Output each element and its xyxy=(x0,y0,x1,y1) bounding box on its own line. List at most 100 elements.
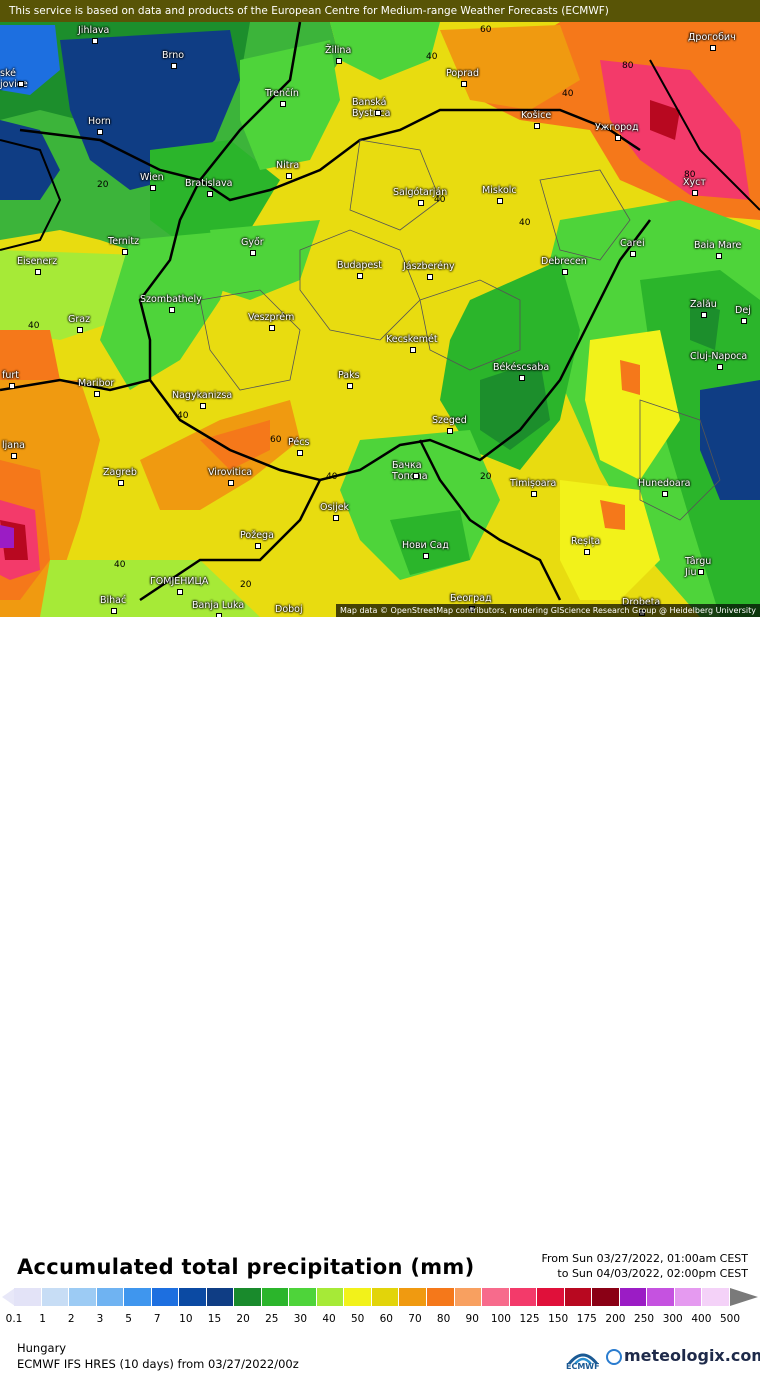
meteologix-logo[interactable]: meteologix.com xyxy=(608,1346,760,1365)
colorbar-swatch xyxy=(592,1288,620,1306)
colorbar-tick-label: 5 xyxy=(125,1313,132,1325)
city-label: Târgu Jiu xyxy=(685,556,715,578)
contour-label: 40 xyxy=(28,321,40,331)
contour-label: 40 xyxy=(114,560,126,570)
colorbar-tick-label: 80 xyxy=(436,1313,451,1325)
colorbar-tick-label: 200 xyxy=(605,1313,626,1325)
colorbar-swatch xyxy=(454,1288,483,1306)
city-label: Carei xyxy=(620,238,645,257)
colorbar-tick-label: 100 xyxy=(490,1313,511,1325)
city-label: ljana xyxy=(2,440,25,459)
city-label: Wien xyxy=(140,172,164,191)
city-label: Zagreb xyxy=(103,467,137,486)
city-label: Doboj xyxy=(275,604,303,615)
contour-label: 40 xyxy=(326,472,338,482)
colorbar-tick-label: 90 xyxy=(465,1313,479,1325)
colorbar-tick-label: 40 xyxy=(322,1313,336,1325)
city-label: Požega xyxy=(240,530,274,549)
forecast-period: From Sun 03/27/2022, 01:00am CEST to Sun… xyxy=(541,1251,748,1281)
colorbar-max-arrow xyxy=(730,1288,758,1306)
colorbar-swatch xyxy=(316,1288,345,1306)
colorbar-tick-label: 30 xyxy=(293,1313,308,1325)
city-label: Brno xyxy=(162,50,185,69)
city-label: Cluj-Napoca xyxy=(690,351,748,370)
colorbar-tick-label: 400 xyxy=(691,1313,712,1325)
colorbar-tick-label: 250 xyxy=(634,1313,655,1325)
city-label: Miskolc xyxy=(482,185,517,204)
city-label: Nitra xyxy=(276,160,300,179)
colorbar-swatch xyxy=(482,1288,510,1306)
colorbar-swatch xyxy=(179,1288,207,1306)
city-label: Szeged xyxy=(432,415,467,434)
city-label: Timișoara xyxy=(510,478,557,497)
city-label: Maribor xyxy=(78,378,115,397)
contour-label: 20 xyxy=(97,180,109,190)
colorbar-tick-label: 20 xyxy=(236,1313,250,1325)
colorbar-swatch xyxy=(426,1288,455,1306)
colorbar-tick-label: 300 xyxy=(662,1313,683,1325)
map-attribution[interactable]: Map data © OpenStreetMap contributors, r… xyxy=(336,604,760,617)
colorbar-tick-label: 500 xyxy=(719,1313,741,1325)
city-label: Horn xyxy=(88,116,111,135)
city-label: Baia Mare xyxy=(694,240,742,259)
colorbar-swatch xyxy=(124,1288,152,1306)
colorbar-swatch xyxy=(647,1288,675,1306)
colorbar-tick-label: 125 xyxy=(519,1313,540,1325)
contour-label: 60 xyxy=(270,435,282,445)
colorbar-tick-label: 50 xyxy=(350,1313,365,1325)
city-label: Békéscsaba xyxy=(493,362,550,381)
city-label: Нови Сад xyxy=(402,540,449,559)
city-label: Ternitz xyxy=(108,236,140,255)
city-label: Jászberény xyxy=(403,261,455,280)
city-label: Бачка Топола xyxy=(392,460,437,482)
city-label: Kecskemét xyxy=(386,334,438,353)
city-label: Žilina xyxy=(325,45,352,64)
colorbar-ticks: 0.1 1 2 3 5 7 10 15 20 25 30 40 50 60 70 80 90 100 125 150 1… xyxy=(6,1313,744,1327)
colorbar-tick-label: 15 xyxy=(207,1313,222,1325)
contour-label: 40 xyxy=(519,218,531,228)
city-label: Jihlava xyxy=(78,25,110,44)
colorbar-swatch xyxy=(151,1288,180,1306)
precipitation-map[interactable]: Jihlava Brno Žilina Poprad Дрогобич Tren… xyxy=(0,0,760,617)
colorbar-swatch xyxy=(509,1288,538,1306)
city-label: Košice xyxy=(521,110,552,129)
city-label: Nagykanizsa xyxy=(172,390,233,409)
city-label: Hunedoara xyxy=(638,478,691,497)
city-label: Győr xyxy=(241,237,264,256)
city-label: Ужгород xyxy=(595,122,639,141)
city-label: Reșița xyxy=(571,536,601,555)
city-label: Salgótarján xyxy=(393,187,448,206)
city-label: Virovitica xyxy=(208,467,253,486)
colorbar-swatch xyxy=(206,1288,235,1306)
colorbar-swatch xyxy=(702,1288,730,1306)
colorbar-swatch xyxy=(14,1288,42,1306)
colorbar-swatch xyxy=(399,1288,427,1306)
city-label: Poprad xyxy=(446,68,479,87)
contour-label: 60 xyxy=(480,25,492,35)
colorbar-tick-label: 70 xyxy=(408,1313,422,1325)
city-label: Pécs xyxy=(288,437,310,456)
city-label: furt xyxy=(2,370,19,389)
city-label: Veszprém xyxy=(248,312,295,331)
colorbar-tick-label: 3 xyxy=(96,1313,104,1325)
colorbar-swatch xyxy=(619,1288,648,1306)
city-label: Paks xyxy=(338,370,360,389)
city-label: ГОМЈЕНИЦА xyxy=(150,576,209,595)
contour-label: 20 xyxy=(240,580,252,590)
city-label: Хуст xyxy=(683,177,706,196)
colorbar-tick-label: 175 xyxy=(576,1313,597,1325)
precipitation-field xyxy=(0,0,760,617)
legend-panel: Accumulated total precipitation (mm) Fro… xyxy=(0,617,760,1371)
colorbar-swatch xyxy=(41,1288,70,1306)
city-label: Osijek xyxy=(320,502,350,521)
contour-label: 40 xyxy=(177,411,189,421)
contour-label: 80 xyxy=(622,61,634,71)
map-title: Accumulated total precipitation (mm) xyxy=(17,1255,475,1279)
colorbar-swatch xyxy=(344,1288,372,1306)
contour-label: 40 xyxy=(426,52,438,62)
ecmwf-logo-text: ECMWF xyxy=(566,1362,600,1371)
contour-label: 40 xyxy=(562,89,574,99)
colorbar-swatch xyxy=(289,1288,317,1306)
colorbar-tick-label: 2 xyxy=(67,1313,75,1325)
colorbar-swatch xyxy=(69,1288,97,1306)
